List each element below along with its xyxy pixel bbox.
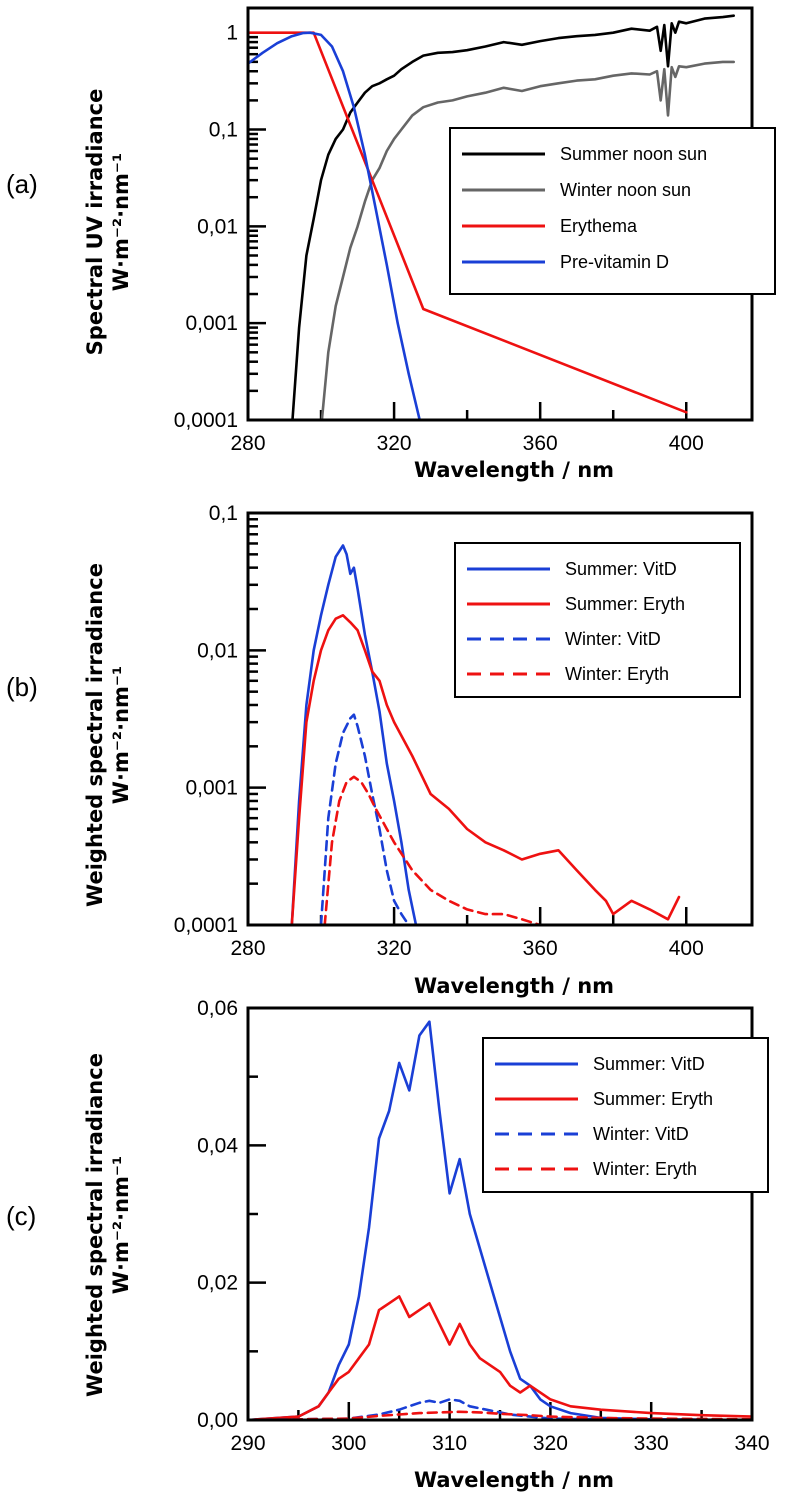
panel-c-xlabel: Wavelength / nm: [414, 1468, 614, 1492]
series-line-pre-vitamin-d: [248, 31, 422, 420]
y-tick-label: 0,1: [209, 502, 238, 525]
panel-a: (a) Wavelength / nm Spectral UV irradian…: [6, 6, 776, 482]
legend-entry: Winter: Eryth: [593, 1159, 697, 1179]
plot-frame: [246, 1006, 754, 1422]
legend-entry: Pre-vitamin D: [560, 252, 669, 272]
panel-c-ylabel-2: W·m⁻²·nm⁻¹: [109, 1156, 133, 1294]
x-tick-label: 400: [669, 432, 704, 455]
legend-entry: Winter: VitD: [565, 629, 661, 649]
x-tick-label: 300: [331, 1432, 366, 1455]
series-line-summer-noon-sun: [291, 14, 736, 420]
series-line-summer-eryth: [290, 613, 681, 925]
panel-b-xlabel: Wavelength / nm: [414, 974, 614, 998]
series-line-summer-eryth: [248, 1295, 752, 1420]
panel-a-xlabel: Wavelength / nm: [414, 458, 614, 482]
panel-b-label: (b): [6, 672, 38, 702]
panel-c-label: (c): [6, 1201, 36, 1231]
x-tick-label: 320: [377, 432, 412, 455]
y-tick-label: 0,04: [197, 1134, 238, 1157]
x-tick-label: 400: [669, 937, 704, 960]
y-tick-label: 0,001: [185, 312, 238, 335]
series-line-winter-vitd: [248, 1398, 752, 1420]
y-tick-label: 0,02: [197, 1272, 238, 1295]
series-line-summer-vitd: [248, 1020, 752, 1420]
panel-b-ylabel-1: Weighted spectral irradiance: [83, 563, 107, 907]
series-line-winter-eryth: [323, 775, 571, 925]
y-tick-label: 0,01: [197, 215, 238, 238]
legend-entry: Winter noon sun: [560, 180, 691, 200]
legend-entry: Erythema: [560, 216, 638, 236]
legend-entry: Winter: VitD: [593, 1124, 689, 1144]
legend-entry: Winter: Eryth: [565, 664, 669, 684]
series-line-summer-vitd: [290, 544, 418, 925]
series-line-winter-noon-sun: [320, 60, 736, 420]
legend: Summer: VitD Summer: Eryth Winter: VitD Win…: [454, 542, 741, 698]
x-tick-label: 340: [734, 1432, 769, 1455]
panel-c-ylabel-1: Weighted spectral irradiance: [83, 1053, 107, 1397]
y-tick-label: 0,00: [197, 1409, 238, 1432]
panel-a-ylabel-1: Spectral UV irradiance: [83, 89, 107, 356]
x-tick-label: 280: [230, 432, 265, 455]
y-tick-label: 0,001: [185, 777, 238, 800]
legend-entry: Summer noon sun: [560, 144, 707, 164]
legend-entry: Summer: VitD: [593, 1054, 705, 1074]
y-tick-label: 0,0001: [174, 409, 238, 432]
panel-a-ylabel-2: W·m⁻²·nm⁻¹: [109, 153, 133, 291]
series-line-winter-vitd: [319, 713, 411, 925]
panel-c: (c) Wavelength / nm Weighted spectral ir…: [6, 997, 770, 1492]
y-tick-label: 0,01: [197, 639, 238, 662]
legend-box: [449, 127, 776, 295]
y-tick-label: 0,06: [197, 997, 238, 1020]
legend-entry: Summer: VitD: [565, 559, 677, 579]
y-tick-label: 0,1: [209, 119, 238, 142]
y-tick-label: 0,0001: [174, 914, 238, 937]
x-tick-label: 360: [523, 937, 558, 960]
y-tick-label: 1: [226, 22, 238, 45]
legend: Summer: VitD Summer: Eryth Winter: VitD Win…: [482, 1037, 769, 1193]
panel-b: (b) Wavelength / nm Weighted spectral ir…: [6, 502, 754, 998]
panel-a-label: (a): [6, 169, 38, 199]
x-tick-label: 290: [230, 1432, 265, 1455]
x-tick-label: 280: [230, 937, 265, 960]
panel-b-ylabel-2: W·m⁻²·nm⁻¹: [109, 666, 133, 804]
x-tick-label: 320: [533, 1432, 568, 1455]
legend: Summer noon sun Winter noon sun Erythema Pr…: [449, 127, 776, 295]
legend-entry: Summer: Eryth: [593, 1089, 713, 1109]
legend-entry: Summer: Eryth: [565, 594, 685, 614]
x-tick-label: 310: [432, 1432, 467, 1455]
x-tick-label: 360: [523, 432, 558, 455]
x-tick-label: 320: [377, 937, 412, 960]
x-tick-label: 330: [634, 1432, 669, 1455]
plot-frame: [246, 511, 754, 927]
series-line-winter-eryth: [248, 1410, 752, 1420]
